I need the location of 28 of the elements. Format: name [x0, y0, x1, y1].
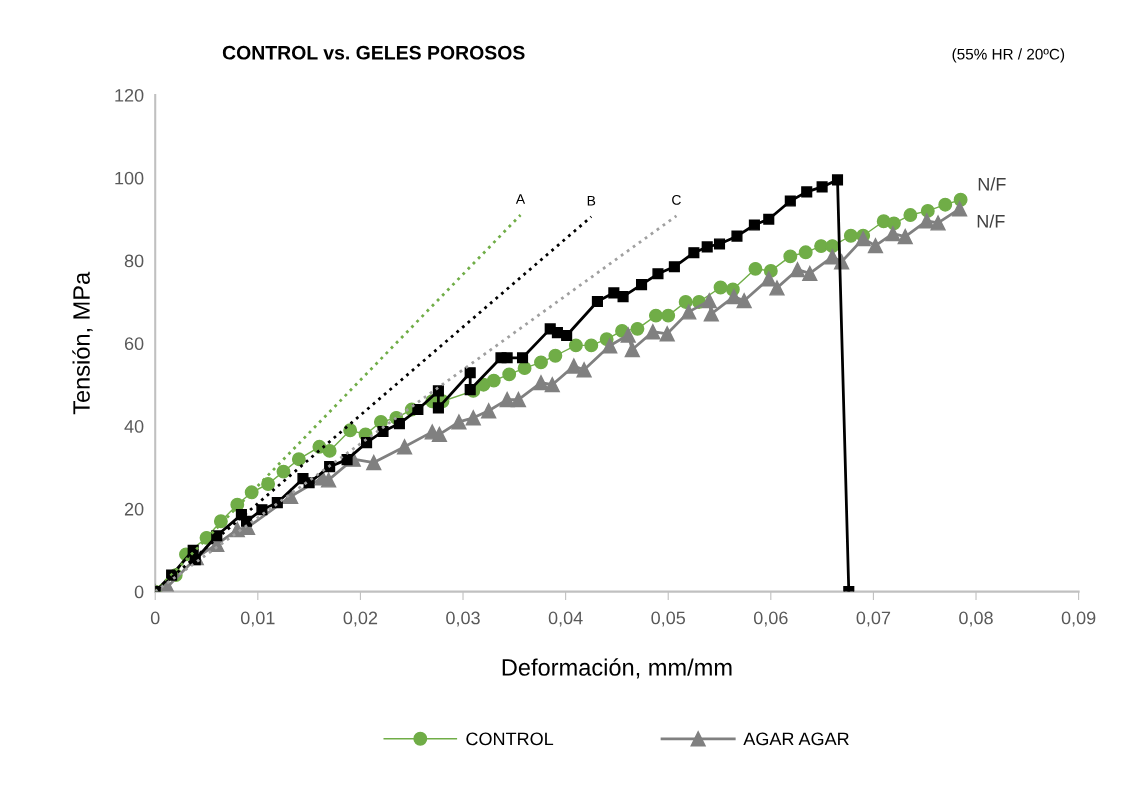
y-tick-label: 100 — [115, 171, 144, 185]
x-tick-label: 0,01 — [240, 611, 275, 627]
annotation: A — [515, 194, 526, 204]
annotation: B — [587, 195, 596, 206]
y-tick-label: 0 — [134, 585, 144, 599]
legend-label: CONTROL — [466, 732, 554, 746]
x-tick-label: 0,08 — [959, 611, 993, 627]
x-tick-label: 0 — [150, 611, 160, 625]
y-tick-label: 120 — [115, 88, 144, 102]
legend-label: AGAR AGAR — [743, 732, 849, 746]
y-tick-label: 80 — [124, 254, 144, 268]
text: (55% HR / 20ºC) — [952, 48, 1065, 63]
y-axis-title: Tensión, MPa — [72, 271, 93, 415]
x-tick-label: 0,07 — [856, 611, 891, 627]
x-tick-label: 0,09 — [1061, 611, 1096, 627]
x-tick-label: 0,05 — [651, 611, 686, 627]
y-tick-label: 60 — [124, 337, 144, 351]
annotation: C — [672, 194, 681, 205]
x-axis-title: Deformación, mm/mm — [502, 658, 732, 679]
y-tick-label: 20 — [124, 502, 144, 516]
x-tick-label: 0,02 — [343, 611, 378, 627]
y-tick-label: 40 — [124, 420, 144, 433]
x-tick-label: 0,06 — [753, 611, 788, 627]
annotation: N/F — [977, 214, 1005, 228]
x-tick-label: 0,03 — [446, 611, 480, 627]
annotation: N/F — [978, 177, 1006, 191]
x-tick-label: 0,04 — [548, 611, 583, 627]
chart-title: CONTROL vs. GELES POROSOS — [222, 45, 525, 60]
